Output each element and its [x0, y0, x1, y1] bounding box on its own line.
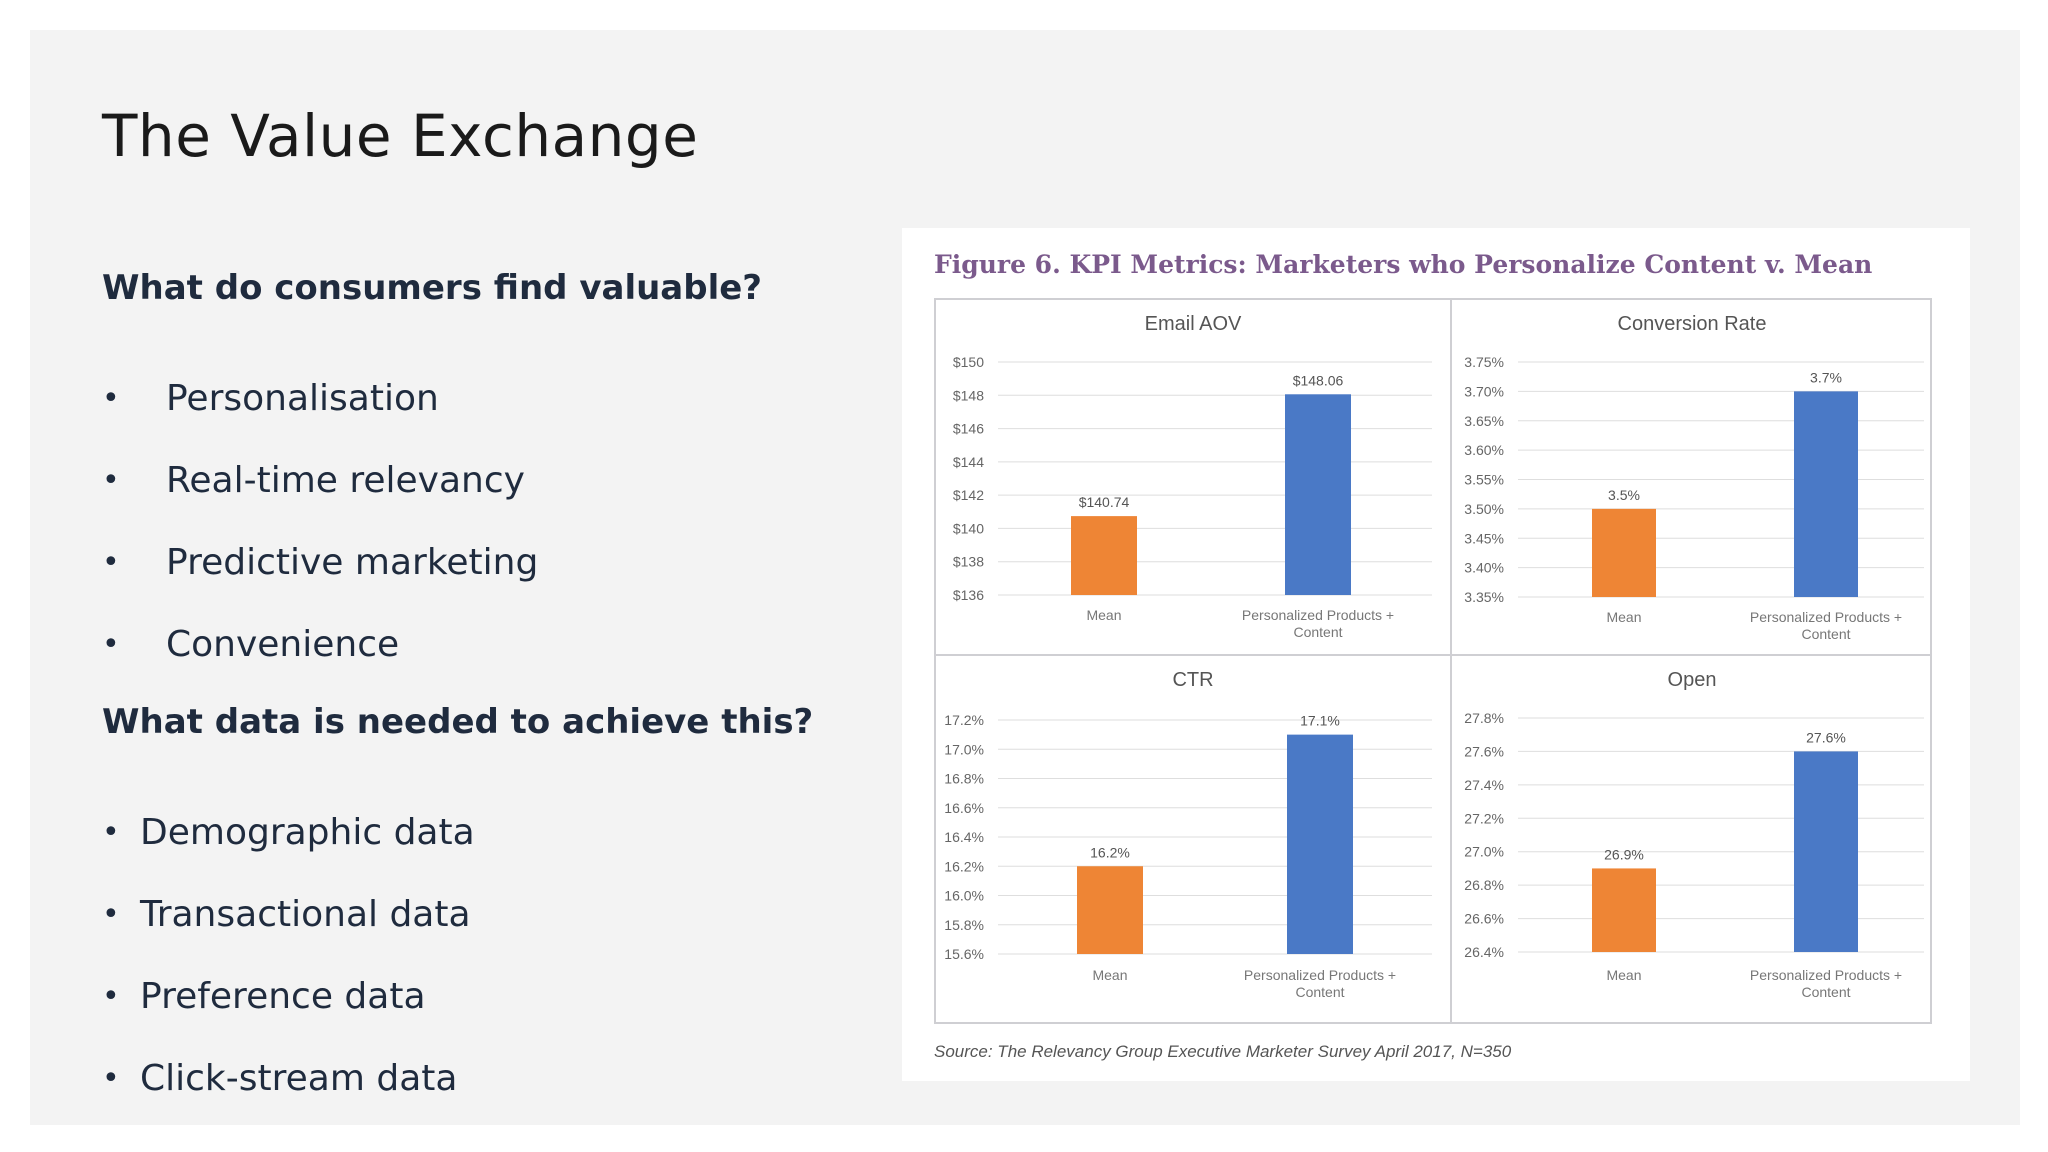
y-tick-label: 3.55% — [1464, 472, 1504, 488]
y-tick-label: 27.2% — [1464, 810, 1504, 826]
bar-mean — [1592, 508, 1656, 597]
y-tick-label: $150 — [953, 354, 984, 370]
y-tick-label: 3.50% — [1464, 501, 1504, 517]
y-tick-label: 16.8% — [944, 771, 984, 787]
category-label: Personalized Products + Content — [1242, 607, 1394, 640]
y-tick-label: 16.4% — [944, 829, 984, 845]
y-tick-label: $144 — [953, 454, 984, 470]
data-label: $140.74 — [1079, 494, 1130, 510]
y-tick-label: $136 — [953, 587, 984, 603]
email-aov-chart: Email AOV $136 $138 $140 $142 $144 $146 $148 $15… — [953, 313, 1432, 640]
kpi-figure: Figure 6. KPI Metrics: Marketers who Per… — [902, 228, 1970, 1081]
bullet-icon: • — [102, 627, 120, 662]
ctr-chart: CTR 15.6% 15.8% 16.0% 16.2% 16.4% 16.6% 16.8% 17… — [944, 669, 1432, 1000]
conversion-rate-chart: Conversion Rate 3.35% 3.40% 3.45% 3.50% 3.55%… — [1464, 313, 1924, 642]
y-tick-label: 15.6% — [944, 946, 984, 962]
y-tick-label: 17.2% — [944, 712, 984, 728]
bar-personalized — [1794, 391, 1858, 597]
y-tick-label: 26.4% — [1464, 944, 1504, 960]
category-label: Mean — [1606, 967, 1641, 983]
bar-personalized — [1285, 394, 1351, 595]
bullet-icon: • — [102, 545, 120, 580]
bar-personalized — [1794, 751, 1858, 952]
y-tick-label: 17.0% — [944, 741, 984, 757]
y-tick-label: 15.8% — [944, 917, 984, 933]
category-label: Personalized Products + Content — [1750, 609, 1902, 642]
data-label: $148.06 — [1293, 372, 1344, 388]
y-tick-label: $148 — [953, 387, 984, 403]
data-label: 27.6% — [1806, 729, 1846, 745]
category-label: Mean — [1086, 607, 1121, 623]
bar-personalized — [1287, 734, 1353, 954]
y-tick-label: 16.0% — [944, 888, 984, 904]
y-tick-label: 27.8% — [1464, 710, 1504, 726]
data-label: 17.1% — [1300, 713, 1340, 729]
chart-title: Email AOV — [1145, 313, 1242, 335]
data-label: 3.7% — [1810, 369, 1842, 385]
slide-title: The Value Exchange — [102, 102, 699, 170]
chart-panel-email-aov: Email AOV $136 $138 $140 $142 $144 $146 $148 $15… — [936, 300, 1450, 654]
y-tick-label: 3.40% — [1464, 560, 1504, 576]
y-tick-label: 3.65% — [1464, 413, 1504, 429]
y-tick-label: 27.4% — [1464, 777, 1504, 793]
data-label: 16.2% — [1090, 844, 1130, 860]
chart-title: CTR — [1172, 669, 1213, 691]
bullet-icon: • — [102, 1061, 120, 1096]
y-tick-label: $142 — [953, 487, 984, 503]
bar-mean — [1071, 516, 1137, 595]
category-label: Mean — [1092, 967, 1127, 983]
data-label: 26.9% — [1604, 846, 1644, 862]
chart-panel-open: Open 26.4% 26.6% 26.8% 27.0% 27.2% 27.4% 27.6% 2… — [1450, 654, 1932, 1024]
chart-panel-ctr: CTR 15.6% 15.8% 16.0% 16.2% 16.4% 16.6% 16.8% 17… — [936, 654, 1450, 1024]
section-heading-valuable: What do consumers find valuable? — [102, 268, 763, 308]
y-tick-label: 27.0% — [1464, 844, 1504, 860]
bullet-icon: • — [102, 979, 120, 1014]
y-tick-label: 26.8% — [1464, 877, 1504, 893]
chart-grid: Email AOV $136 $138 $140 $142 $144 $146 $148 $15… — [934, 298, 1932, 1024]
y-tick-label: 27.6% — [1464, 743, 1504, 759]
y-tick-label: $138 — [953, 554, 984, 570]
bullet-icon: • — [102, 897, 120, 932]
y-tick-label: 16.6% — [944, 800, 984, 816]
chart-title: Open — [1668, 669, 1717, 691]
slide: The Value Exchange What do consumers fin… — [30, 30, 2020, 1125]
category-label: Personalized Products + Content — [1244, 967, 1396, 1000]
y-tick-label: $146 — [953, 421, 984, 437]
section-heading-data-needed: What data is needed to achieve this? — [102, 702, 814, 742]
y-tick-label: 16.2% — [944, 858, 984, 874]
category-label: Mean — [1606, 609, 1641, 625]
y-tick-label: 3.45% — [1464, 530, 1504, 546]
figure-source: Source: The Relevancy Group Executive Ma… — [934, 1042, 1512, 1061]
y-tick-label: 3.60% — [1464, 442, 1504, 458]
y-tick-label: 26.6% — [1464, 911, 1504, 927]
bar-mean — [1592, 868, 1656, 952]
data-label: 3.5% — [1608, 487, 1640, 503]
figure-title: Figure 6. KPI Metrics: Marketers who Per… — [934, 250, 1873, 279]
y-tick-label: 3.75% — [1464, 354, 1504, 370]
y-tick-label: $140 — [953, 520, 984, 536]
y-tick-label: 3.35% — [1464, 589, 1504, 605]
category-label: Personalized Products + Content — [1750, 967, 1902, 1000]
bar-mean — [1077, 866, 1143, 954]
chart-title: Conversion Rate — [1618, 313, 1767, 335]
chart-panel-conversion-rate: Conversion Rate 3.35% 3.40% 3.45% 3.50% 3.55%… — [1450, 300, 1932, 654]
y-tick-label: 3.70% — [1464, 383, 1504, 399]
open-chart: Open 26.4% 26.6% 26.8% 27.0% 27.2% 27.4% 27.6% 2… — [1464, 669, 1924, 1000]
bullet-icon: • — [102, 463, 120, 498]
bullet-icon: • — [102, 815, 120, 850]
bullet-icon: • — [102, 381, 120, 416]
